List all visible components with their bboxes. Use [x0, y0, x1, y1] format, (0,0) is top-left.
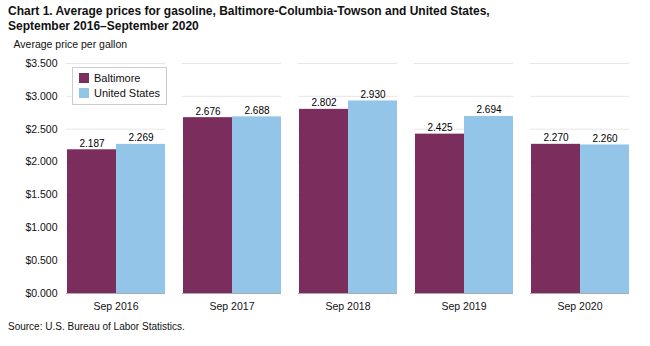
svg-text:$2.500: $2.500: [25, 123, 57, 135]
svg-text:2.269: 2.269: [128, 132, 153, 143]
svg-text:2.688: 2.688: [244, 105, 269, 116]
svg-text:2.270: 2.270: [543, 132, 568, 143]
svg-text:$2.000: $2.000: [25, 155, 57, 167]
html-text:September 2016–September 2020: September 2016–September 2020: [8, 19, 199, 33]
svg-text:$1.000: $1.000: [25, 221, 57, 233]
html-text:United States: United States: [94, 87, 160, 99]
svg-text:2.187: 2.187: [79, 138, 104, 149]
svg-text:Sep 2018: Sep 2018: [326, 300, 371, 312]
svg-text:$3.500: $3.500: [25, 57, 57, 69]
svg-text:2.260: 2.260: [592, 133, 617, 144]
svg-text:2.425: 2.425: [427, 122, 452, 133]
svg-text:Sep 2017: Sep 2017: [210, 300, 255, 312]
svg-text:Average price per gallon: Average price per gallon: [14, 38, 128, 50]
svg-text:$3.000: $3.000: [25, 90, 57, 102]
html-text:Chart 1. Average prices for ga: Chart 1. Average prices for gasoline, Ba…: [8, 4, 490, 18]
svg-text:Sep 2019: Sep 2019: [442, 300, 487, 312]
svg-text:Sep 2020: Sep 2020: [558, 300, 603, 312]
svg-text:$0.500: $0.500: [25, 254, 57, 266]
svg-text:2.694: 2.694: [476, 104, 501, 115]
svg-text:2.676: 2.676: [195, 106, 220, 117]
svg-text:$0.000: $0.000: [25, 287, 57, 299]
svg-text:Sep 2016: Sep 2016: [94, 300, 139, 312]
svg-text:2.802: 2.802: [311, 97, 336, 108]
html-text:Source: U.S. Bureau of Labor S: Source: U.S. Bureau of Labor Statistics.: [8, 321, 185, 332]
html-text:Baltimore: Baltimore: [94, 72, 141, 84]
svg-text:$1.500: $1.500: [25, 188, 57, 200]
svg-text:2.930: 2.930: [360, 89, 385, 100]
